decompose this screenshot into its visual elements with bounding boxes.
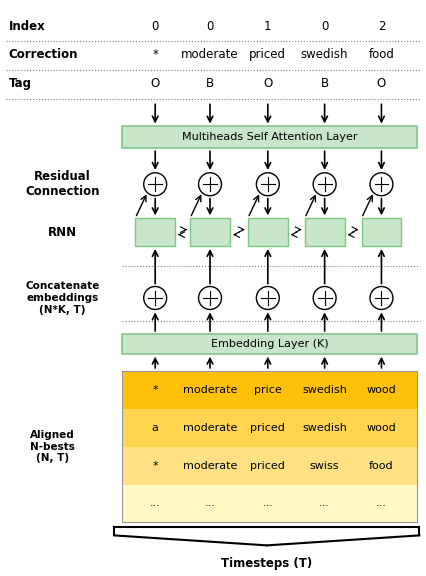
FancyBboxPatch shape xyxy=(122,334,417,354)
Text: O: O xyxy=(150,77,160,90)
Text: Aligned
N-bests
(N, T): Aligned N-bests (N, T) xyxy=(30,430,75,463)
Circle shape xyxy=(313,286,336,309)
Text: moderate: moderate xyxy=(183,423,237,433)
Bar xyxy=(122,409,417,446)
Text: swedish: swedish xyxy=(302,385,347,395)
Circle shape xyxy=(199,286,222,309)
Text: Timesteps (T): Timesteps (T) xyxy=(221,557,312,570)
Text: priced: priced xyxy=(250,423,285,433)
Text: Embedding Layer (K): Embedding Layer (K) xyxy=(211,339,328,349)
Text: Index: Index xyxy=(9,20,46,33)
Text: 1: 1 xyxy=(264,20,271,33)
Text: Residual
Connection: Residual Connection xyxy=(25,170,100,198)
Text: moderate: moderate xyxy=(183,461,237,471)
Text: swiss: swiss xyxy=(310,461,340,471)
Text: O: O xyxy=(377,77,386,90)
Text: RNN: RNN xyxy=(48,226,77,238)
Text: ...: ... xyxy=(150,498,161,509)
Text: 2: 2 xyxy=(378,20,385,33)
Text: 0: 0 xyxy=(152,20,159,33)
Text: *: * xyxy=(153,461,158,471)
Text: Multiheads Self Attention Layer: Multiheads Self Attention Layer xyxy=(182,132,357,142)
Circle shape xyxy=(256,173,279,196)
Text: Correction: Correction xyxy=(9,48,78,61)
Text: a: a xyxy=(152,423,158,433)
Circle shape xyxy=(370,286,393,309)
Circle shape xyxy=(256,286,279,309)
Circle shape xyxy=(313,173,336,196)
Text: swedish: swedish xyxy=(302,423,347,433)
Text: 0: 0 xyxy=(206,20,214,33)
Text: ...: ... xyxy=(376,498,387,509)
FancyBboxPatch shape xyxy=(135,218,175,246)
Text: moderate: moderate xyxy=(183,385,237,395)
Text: B: B xyxy=(321,77,329,90)
Text: ...: ... xyxy=(262,498,273,509)
Bar xyxy=(122,446,417,484)
Bar xyxy=(122,371,417,409)
Text: food: food xyxy=(368,48,394,61)
Circle shape xyxy=(370,173,393,196)
FancyBboxPatch shape xyxy=(248,218,288,246)
Circle shape xyxy=(144,173,167,196)
Text: wood: wood xyxy=(367,423,396,433)
Bar xyxy=(122,484,417,522)
Text: B: B xyxy=(206,77,214,90)
Circle shape xyxy=(144,286,167,309)
Text: *: * xyxy=(152,48,158,61)
Bar xyxy=(122,371,417,522)
FancyBboxPatch shape xyxy=(362,218,401,246)
FancyBboxPatch shape xyxy=(122,126,417,149)
Text: food: food xyxy=(369,461,394,471)
Text: O: O xyxy=(263,77,273,90)
Text: 0: 0 xyxy=(321,20,328,33)
Text: wood: wood xyxy=(367,385,396,395)
Text: Concatenate
embeddings
(N*K, T): Concatenate embeddings (N*K, T) xyxy=(25,281,100,314)
FancyBboxPatch shape xyxy=(190,218,230,246)
Text: priced: priced xyxy=(250,461,285,471)
Circle shape xyxy=(199,173,222,196)
Text: ...: ... xyxy=(319,498,330,509)
Text: priced: priced xyxy=(249,48,286,61)
FancyBboxPatch shape xyxy=(305,218,345,246)
Text: *: * xyxy=(153,385,158,395)
Text: swedish: swedish xyxy=(301,48,348,61)
Text: ...: ... xyxy=(204,498,216,509)
Text: moderate: moderate xyxy=(181,48,239,61)
Text: Tag: Tag xyxy=(9,77,32,90)
Text: price: price xyxy=(254,385,282,395)
